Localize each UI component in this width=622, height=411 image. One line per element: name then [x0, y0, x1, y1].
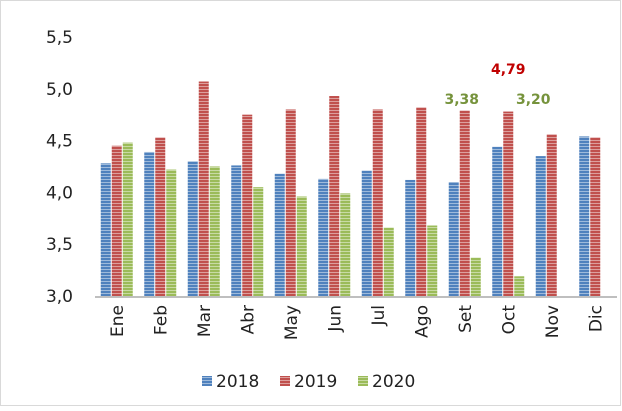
- bar: [285, 109, 296, 297]
- bar: [122, 142, 133, 297]
- legend-label: 2020: [372, 372, 415, 392]
- bar: [253, 187, 264, 297]
- bar: [405, 179, 416, 297]
- bar: [144, 151, 155, 297]
- bar: [111, 145, 122, 297]
- y-tick-label: 4,0: [46, 183, 73, 203]
- bar: [329, 96, 340, 298]
- bar: [459, 110, 470, 298]
- legend-swatch: [280, 376, 290, 386]
- bar: [242, 114, 253, 297]
- legend-swatch: [358, 376, 368, 386]
- bar: [209, 166, 220, 297]
- bar: [274, 173, 285, 297]
- x-tick-label: Mar: [195, 305, 215, 337]
- bar: [383, 227, 394, 297]
- bar: [416, 107, 427, 297]
- bar: [448, 182, 459, 297]
- bar: [231, 165, 242, 297]
- bar: [470, 257, 481, 297]
- x-tick-label: Jul: [369, 305, 389, 327]
- bar: [155, 137, 166, 297]
- bar: [372, 109, 383, 297]
- y-tick-label: 5,0: [46, 80, 73, 100]
- bar: [590, 137, 601, 297]
- bar: [579, 136, 590, 297]
- x-tick-label: Oct: [499, 305, 519, 335]
- bar: [166, 169, 177, 297]
- x-tick-label: Dic: [586, 305, 606, 332]
- legend-label: 2019: [294, 372, 337, 392]
- bar: [187, 161, 198, 297]
- x-tick-label: Nov: [543, 305, 563, 338]
- data-label: 3,20: [516, 92, 551, 108]
- y-tick-label: 5,5: [46, 28, 73, 48]
- bar: [514, 276, 525, 297]
- bar: [296, 196, 307, 297]
- x-tick-label: Ago: [412, 305, 432, 338]
- bar: [361, 170, 372, 297]
- bar: [503, 111, 514, 297]
- bar: [198, 81, 209, 298]
- x-tick-label: Set: [456, 305, 476, 333]
- data-label: 4,79: [491, 62, 526, 78]
- bar: [546, 134, 557, 297]
- legend: 2018 2019 2020: [202, 372, 415, 392]
- bar: [318, 178, 329, 297]
- bar: [535, 156, 546, 297]
- x-tick-label: Ene: [108, 305, 128, 337]
- bar: [100, 163, 111, 297]
- bar: [340, 193, 351, 297]
- x-tick-label: Abr: [238, 305, 258, 334]
- data-label: 3,38: [444, 92, 479, 108]
- bar: [427, 225, 438, 297]
- y-tick-label: 4,5: [46, 132, 73, 152]
- legend-label: 2018: [216, 372, 259, 392]
- x-tick-label: Jun: [325, 305, 345, 333]
- x-tick-label: May: [282, 305, 302, 340]
- y-tick-label: 3,5: [46, 235, 73, 255]
- x-tick-label: Feb: [151, 305, 171, 335]
- y-tick-label: 3,0: [46, 287, 73, 307]
- bar: [492, 146, 503, 297]
- legend-swatch: [202, 376, 212, 386]
